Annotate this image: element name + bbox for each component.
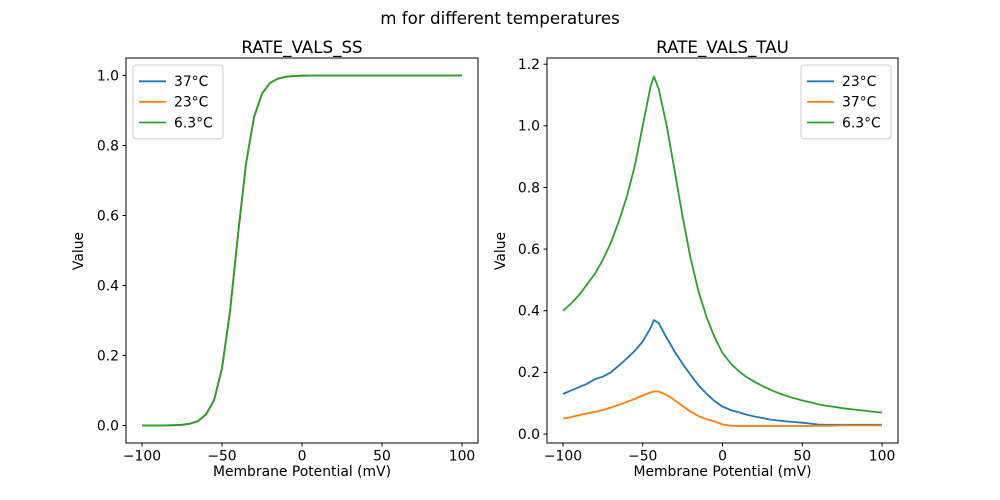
x-tick-label: −100 [544, 449, 582, 465]
subplot-ss-xlabel: Membrane Potential (mV) [212, 464, 391, 480]
legend-label-37°C: 37°C [174, 74, 208, 90]
y-tick-label: 0.4 [518, 304, 540, 320]
subplot-tau-xlabel: Membrane Potential (mV) [633, 464, 812, 480]
figure-suptitle: m for different temperatures [380, 8, 620, 28]
y-tick-label: 0.2 [97, 348, 119, 364]
y-tick-label: 0.8 [97, 138, 119, 154]
legend-label-37°C: 37°C [842, 95, 876, 111]
series-line-6.3°C [142, 74, 462, 427]
y-tick-label: 0.4 [97, 278, 119, 294]
series-line-23°C [562, 319, 882, 426]
y-tick-label: 0.0 [518, 427, 540, 443]
y-tick-label: 1.2 [518, 57, 540, 73]
x-tick-label: 100 [449, 449, 476, 465]
y-tick-label: 0.6 [97, 208, 119, 224]
x-tick-label: 0 [298, 449, 307, 465]
legend-label-6.3°C: 6.3°C [174, 115, 213, 131]
y-tick-label: 1.0 [97, 68, 119, 84]
x-tick-label: −50 [207, 449, 236, 465]
x-tick-label: −100 [123, 449, 161, 465]
x-tick-label: 50 [373, 449, 391, 465]
y-tick-label: 1.0 [518, 119, 540, 135]
y-tick-label: 0.8 [518, 180, 540, 196]
x-tick-label: 100 [869, 449, 896, 465]
series-line-6.3°C [562, 75, 883, 414]
subplot-tau-title: RATE_VALS_TAU [656, 37, 789, 57]
x-tick-label: 50 [793, 449, 811, 465]
subplot-tau-ylabel: Value [493, 231, 509, 271]
subplot-ss-title: RATE_VALS_SS [241, 37, 363, 57]
x-tick-label: −50 [628, 449, 657, 465]
legend-label-23°C: 23°C [174, 95, 208, 111]
y-tick-label: 0.0 [97, 418, 119, 434]
legend-label-6.3°C: 6.3°C [842, 115, 881, 131]
y-tick-label: 0.6 [518, 242, 540, 258]
legend-box [132, 64, 224, 140]
subplot-ss-ylabel: Value [71, 231, 87, 271]
series-line-37°C [562, 390, 882, 427]
legend-box [800, 64, 892, 140]
y-tick-label: 0.2 [518, 365, 540, 381]
legend-label-23°C: 23°C [842, 74, 876, 90]
x-tick-label: 0 [718, 449, 727, 465]
